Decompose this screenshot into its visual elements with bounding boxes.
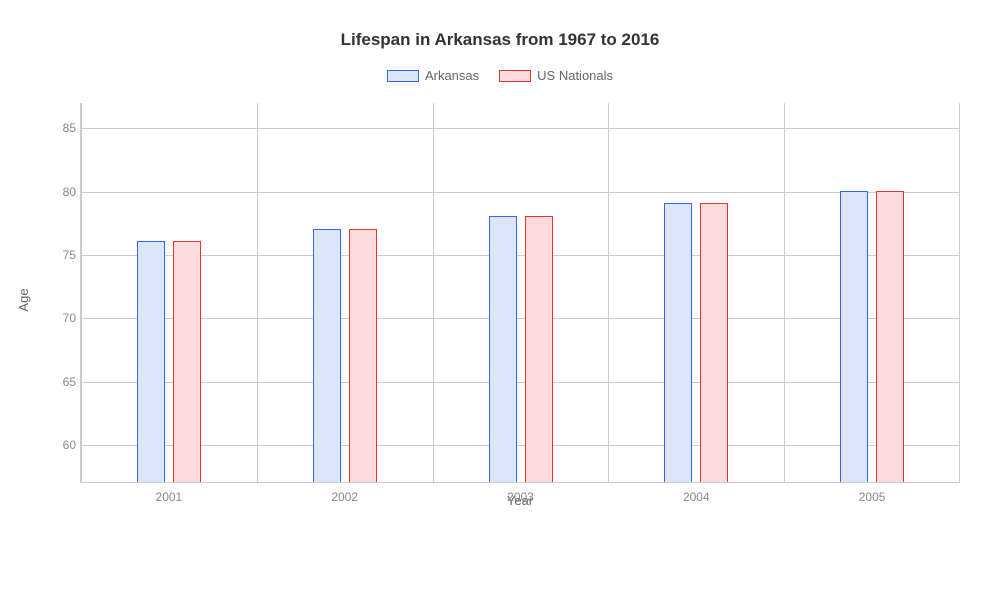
chart-container: Lifespan in Arkansas from 1967 to 2016 A… — [0, 0, 1000, 600]
bar-group — [664, 203, 728, 482]
legend-label-us-nationals: US Nationals — [537, 68, 613, 83]
legend-item-us-nationals: US Nationals — [499, 68, 613, 83]
bar — [876, 191, 904, 482]
legend-label-arkansas: Arkansas — [425, 68, 479, 83]
bar — [173, 241, 201, 482]
x-tick-label: 2002 — [331, 490, 358, 504]
y-tick-label: 60 — [41, 438, 76, 452]
bar — [664, 203, 692, 482]
plot-area: 60657075808520012002200320042005 — [80, 103, 960, 483]
x-tick-label: 2004 — [683, 490, 710, 504]
bar — [137, 241, 165, 482]
chart-title: Lifespan in Arkansas from 1967 to 2016 — [20, 30, 980, 50]
y-tick-label: 75 — [41, 248, 76, 262]
y-tick-label: 70 — [41, 311, 76, 325]
legend: Arkansas US Nationals — [20, 68, 980, 83]
bar — [525, 216, 553, 482]
gridline — [81, 128, 960, 129]
vgridline — [784, 103, 785, 482]
x-tick-label: 2005 — [859, 490, 886, 504]
plot-wrap: 60657075808520012002200320042005 Year — [80, 103, 960, 533]
x-tick-label: 2003 — [507, 490, 534, 504]
vgridline — [257, 103, 258, 482]
y-tick-label: 80 — [41, 185, 76, 199]
vgridline — [608, 103, 609, 482]
y-tick-label: 65 — [41, 375, 76, 389]
vgridline — [433, 103, 434, 482]
legend-swatch-arkansas — [387, 70, 419, 82]
vgridline — [959, 103, 960, 482]
bar-group — [313, 229, 377, 482]
bar — [840, 191, 868, 482]
bar — [489, 216, 517, 482]
bar — [313, 229, 341, 482]
x-tick-label: 2001 — [156, 490, 183, 504]
legend-swatch-us-nationals — [499, 70, 531, 82]
vgridline — [81, 103, 82, 482]
y-tick-label: 85 — [41, 121, 76, 135]
y-axis-label: Age — [16, 288, 31, 311]
legend-item-arkansas: Arkansas — [387, 68, 479, 83]
bar-group — [489, 216, 553, 482]
bar-group — [137, 241, 201, 482]
bar — [700, 203, 728, 482]
gridline — [81, 192, 960, 193]
bar — [349, 229, 377, 482]
bar-group — [840, 191, 904, 482]
